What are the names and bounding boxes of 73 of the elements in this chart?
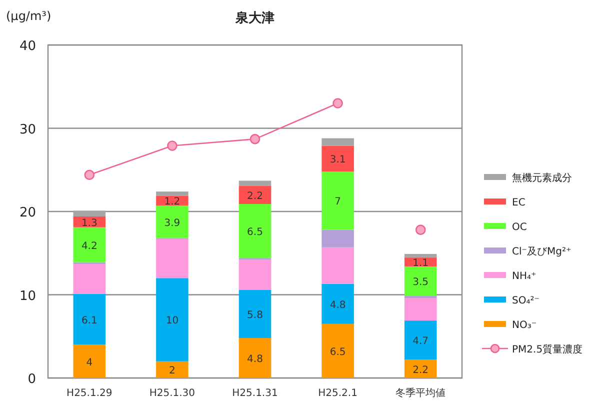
point: [84, 170, 95, 180]
bar: [322, 247, 354, 284]
bar: [156, 206, 188, 238]
bar: [73, 344, 106, 378]
data-label: 4: [86, 357, 93, 368]
bar: [404, 360, 437, 378]
bar: [156, 192, 188, 196]
bar: [404, 266, 437, 296]
bar: [404, 254, 437, 258]
bar: [404, 320, 437, 360]
legend-label: PM2.5質量濃度: [512, 344, 583, 356]
data-label: 3.5: [412, 277, 429, 288]
point: [167, 140, 178, 151]
data-label: 1.3: [81, 218, 98, 229]
bar: [404, 298, 437, 321]
legend-label: OC: [512, 222, 527, 233]
x-tick-label: 冬季平均値: [396, 387, 446, 399]
bar: [73, 294, 106, 345]
bar: [322, 230, 354, 248]
bar: [73, 264, 106, 294]
bar: [238, 180, 272, 186]
data-label: 1.1: [412, 258, 429, 269]
bar: [322, 146, 354, 172]
legend-label: Cl⁻及びMg²⁺: [512, 246, 572, 258]
x-tick-label: H25.2.1: [318, 388, 358, 399]
x-tick-label: H25.1.29: [66, 388, 112, 399]
data-label: 5.8: [247, 310, 263, 321]
y-tick-label: 20: [19, 206, 36, 220]
legend-label: SO₄²⁻: [512, 296, 540, 306]
y-axis-title: (µg/m³): [6, 9, 52, 23]
bar: [238, 204, 272, 258]
bar: [322, 138, 354, 146]
bar: [73, 210, 106, 216]
bar: [238, 260, 272, 290]
x-tick-label: H25.1.31: [232, 388, 278, 399]
y-tick-label: 10: [19, 288, 36, 304]
bar: [238, 338, 272, 378]
y-tick-label: 30: [19, 122, 36, 138]
data-label: 6.1: [81, 315, 98, 326]
data-label: 4.2: [81, 240, 98, 252]
data-label: 3.9: [164, 218, 180, 229]
bar: [156, 361, 188, 378]
point: [250, 134, 260, 144]
data-label: 10: [166, 316, 179, 327]
legend-label: NH₄⁺: [512, 271, 536, 282]
bar: [322, 284, 354, 324]
data-label: 2.2: [412, 364, 429, 376]
point: [332, 98, 343, 108]
chart-title: 泉大津: [234, 11, 274, 26]
bar: [404, 296, 437, 298]
bar: [238, 290, 272, 338]
data-label: 4.7: [412, 336, 429, 348]
data-label: 1.2: [164, 196, 180, 208]
data-label: 2.2: [247, 190, 263, 202]
y-tick-label: 0: [28, 372, 36, 387]
legend-label: NO₃⁻: [512, 320, 537, 331]
data-label: 4.8: [247, 354, 263, 366]
data-label: 4.8: [330, 300, 346, 311]
bar: [156, 238, 188, 278]
legend-label: 無機元素成分: [512, 172, 572, 184]
bar: [322, 324, 354, 378]
x-tick-label: H25.1.30: [149, 388, 196, 399]
data-label: 6.5: [247, 227, 263, 238]
data-label: 2: [169, 366, 176, 377]
bar: [156, 278, 188, 362]
bar: [73, 227, 106, 262]
data-label: 3.1: [330, 154, 346, 166]
bar: [238, 186, 272, 204]
data-label: 7: [334, 196, 341, 208]
legend-label: EC: [512, 198, 526, 208]
bar: [322, 172, 354, 230]
data-label: 6.5: [330, 346, 346, 358]
y-tick-label: 40: [19, 39, 36, 54]
